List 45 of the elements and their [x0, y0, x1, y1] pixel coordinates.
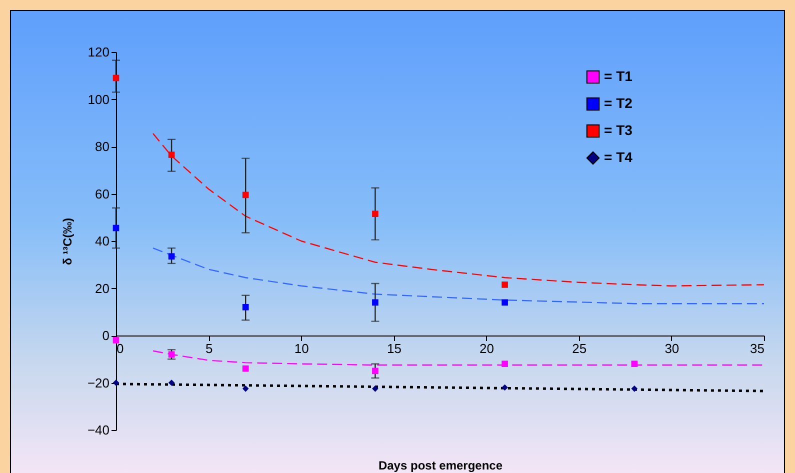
point — [242, 192, 249, 198]
point — [242, 385, 249, 392]
x-tick-label: 5 — [205, 341, 213, 356]
point — [242, 304, 249, 310]
legend-label: = T3 — [604, 122, 633, 138]
point — [372, 299, 378, 306]
y-tick-label: 20 — [95, 280, 110, 296]
point — [112, 74, 120, 82]
point — [372, 385, 378, 392]
legend-label: = T2 — [604, 95, 633, 111]
point — [112, 380, 120, 386]
point — [112, 224, 120, 232]
line-series — [152, 247, 765, 304]
point — [372, 210, 378, 217]
legend-label: = T4 — [604, 149, 633, 165]
point — [631, 385, 638, 392]
x-tick-label: 0 — [116, 341, 124, 356]
point — [372, 368, 378, 374]
y-tick-label: 40 — [95, 234, 110, 248]
point — [168, 380, 175, 386]
x-tick-label: 15 — [386, 341, 402, 356]
point — [502, 384, 508, 391]
x-axis-title: Days post emergence — [378, 458, 503, 472]
x-tick-label: 20 — [480, 341, 494, 356]
y-tick-label: 60 — [95, 186, 110, 202]
y-axis-title: δ ¹³C(‰) — [60, 218, 74, 266]
x-tick-label: 35 — [750, 341, 764, 356]
y-tick-label: 80 — [95, 139, 110, 154]
y-tick-label: 120 — [88, 44, 110, 60]
y-tick-label: 0 — [102, 328, 110, 343]
x-tick-label: 10 — [294, 341, 309, 356]
y-tick-label: −20 — [87, 375, 110, 390]
x-tick-label: 25 — [572, 341, 587, 356]
x-tick-label: 30 — [664, 341, 680, 356]
y-tick-label: −40 — [87, 422, 110, 438]
y-tick-label: 100 — [88, 92, 110, 107]
point — [168, 351, 175, 358]
point — [502, 360, 508, 368]
legend-label: = T1 — [604, 68, 633, 84]
point — [242, 365, 249, 372]
point — [168, 152, 175, 158]
point — [502, 282, 508, 288]
point — [168, 253, 175, 260]
point — [631, 360, 638, 368]
point — [502, 299, 508, 306]
